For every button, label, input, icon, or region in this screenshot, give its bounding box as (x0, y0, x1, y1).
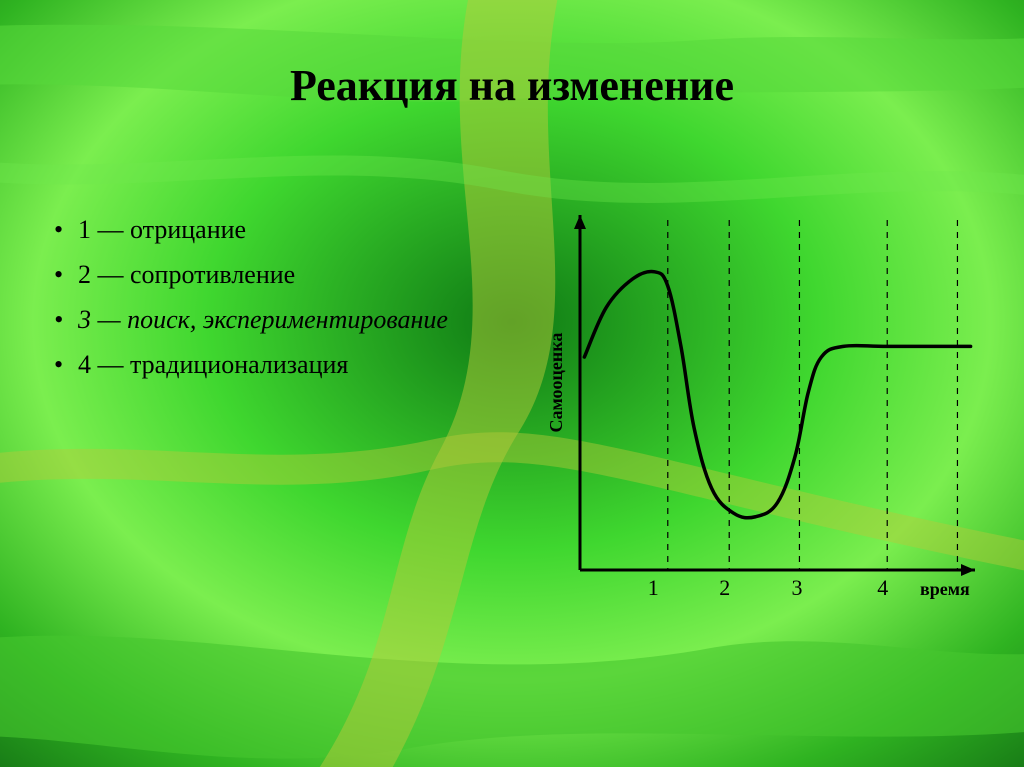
chart-x-tick-label: 4 (877, 575, 888, 600)
bullet-item: 2 — сопротивление (50, 255, 490, 294)
chart-y-axis-label: Самооценка (546, 333, 566, 433)
chart-x-axis-arrow (961, 564, 975, 576)
slide-title: Реакция на изменение (0, 60, 1024, 111)
chart-y-axis-arrow (574, 215, 586, 229)
bullet-item: 3 — поиск, экспериментирование (50, 300, 490, 339)
bullet-item: 4 — традиционализация (50, 345, 490, 384)
bullet-item: 1 — отрицание (50, 210, 490, 249)
chart-x-tick-label: 3 (791, 575, 802, 600)
chart-x-axis-label: время (920, 579, 970, 599)
bullet-list: 1 — отрицание 2 — сопротивление 3 — поис… (50, 210, 490, 390)
chart-x-tick-label: 2 (719, 575, 730, 600)
slide: Реакция на изменение 1 — отрицание 2 — с… (0, 0, 1024, 767)
reaction-chart: 1 2 3 4 Самооценка время (525, 210, 985, 620)
chart-x-tick-label: 1 (648, 575, 659, 600)
chart-curve (584, 271, 970, 517)
